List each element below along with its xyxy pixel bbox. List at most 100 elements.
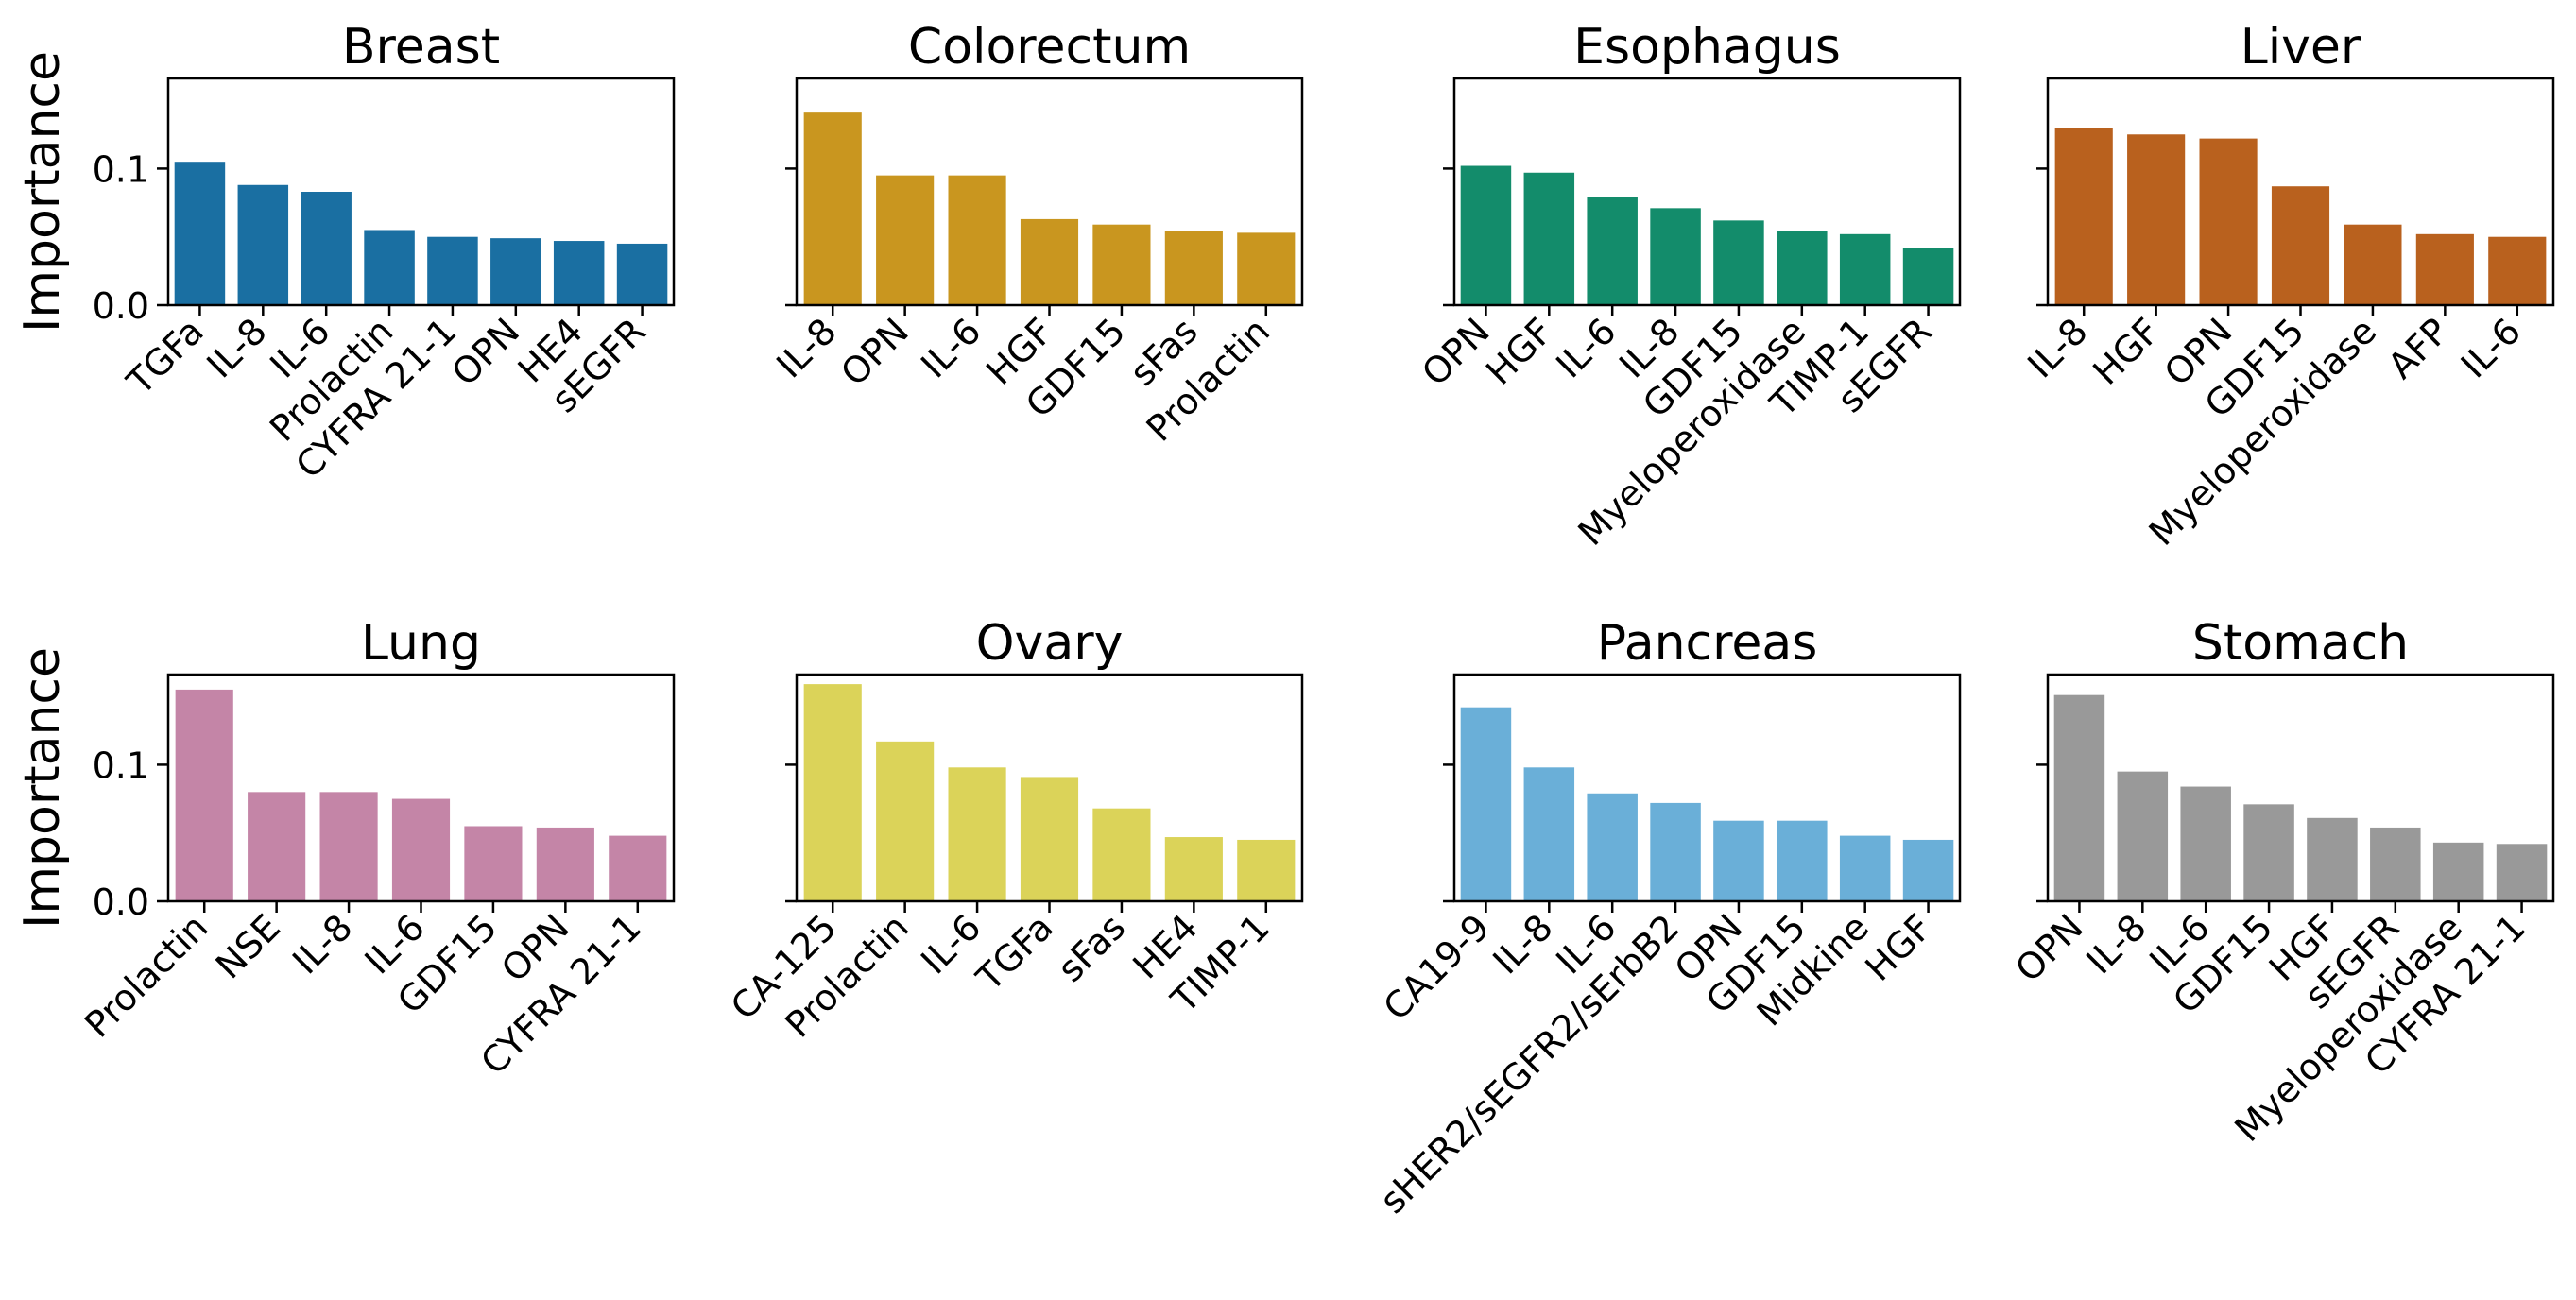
x-tick-label: IL-8 (2019, 310, 2095, 385)
x-tick-label: OPN (2007, 906, 2091, 990)
x-tick-label: sFas (1050, 906, 1134, 990)
chart-panel-liver: LiverIL-8HGFOPNGDF15MyeloperoxidaseAFPIL… (2019, 19, 2555, 554)
axes-frame (2046, 673, 2555, 903)
chart-panel-ovary: OvaryCA-125ProlactinIL-6TGFasFasHE4TIMP-… (723, 615, 1304, 1046)
bar-gdf15 (1777, 820, 1828, 901)
bar-segfr (616, 243, 668, 305)
bar-il-6 (301, 192, 352, 305)
x-tick-label: IL-8 (768, 310, 844, 385)
axes-frame (1452, 77, 1962, 307)
bar-afp (2415, 233, 2474, 305)
bar-hgf (1523, 172, 1575, 305)
bar-il-8 (2117, 771, 2169, 901)
panel-title: Colorectum (908, 19, 1191, 76)
bar-opn (2053, 694, 2105, 901)
bar-gdf15 (1092, 224, 1151, 305)
bar-gdf15 (1713, 220, 1764, 305)
bar-sfas (1164, 231, 1223, 305)
bar-he4 (553, 241, 605, 305)
bar-opn (876, 175, 935, 305)
x-tick-label: AFP (2380, 310, 2457, 386)
bar-prolactin (1237, 232, 1296, 305)
bar-myeloperoxidase (2432, 842, 2484, 901)
x-tick-label: HGF (1478, 310, 1561, 393)
x-tick-label: OPN (444, 310, 528, 394)
bar-prolactin (175, 689, 233, 901)
bar-gdf15 (2271, 186, 2330, 305)
bar-he4 (1164, 837, 1223, 901)
x-tick-label: CA19-9 (1376, 906, 1498, 1028)
bar-tgfa (1020, 777, 1079, 901)
x-tick-label: IL-6 (2453, 310, 2529, 385)
panel-title: Stomach (2192, 615, 2409, 672)
bar-sfas (1092, 808, 1151, 901)
x-tick-label: IL-8 (2078, 906, 2154, 982)
bar-opn (1460, 165, 1512, 305)
bar-il-8 (803, 112, 862, 305)
bar-gdf15 (464, 826, 523, 901)
axes-frame (1452, 673, 1962, 903)
bar-opn (2199, 138, 2258, 305)
x-tick-label: IL-8 (198, 310, 274, 385)
bar-gdf15 (2243, 804, 2294, 901)
bar-timp-1 (1839, 233, 1891, 305)
bar-il-6 (2488, 236, 2547, 305)
x-tick-label: OPN (833, 310, 917, 394)
y-tick-label: 0.1 (93, 148, 149, 190)
x-tick-label: Prolactin (77, 906, 215, 1045)
bar-cyfra-21-1 (2496, 844, 2548, 901)
bar-myeloperoxidase (1777, 231, 1828, 305)
bar-il-8 (237, 184, 289, 305)
bar-sher2-segfr2-serbb2 (1650, 802, 1701, 901)
y-axis-label: Importance (14, 647, 71, 929)
y-tick-label: 0.1 (93, 744, 149, 786)
bar-prolactin (364, 230, 415, 305)
bar-il-8 (2054, 128, 2113, 305)
chart-panel-pancreas: PancreasCA19-9IL-8IL-6sHER2/sEGFR2/sErbB… (1372, 615, 1962, 1222)
x-tick-label: IL-8 (284, 906, 360, 982)
x-tick-label: OPN (1414, 310, 1498, 394)
bar-hgf (1902, 839, 1954, 901)
bar-cyfra-21-1 (609, 835, 667, 901)
chart-panel-esophagus: EsophagusOPNHGFIL-6IL-8GDF15Myeloperoxid… (1414, 19, 1962, 554)
chart-panel-colorectum: ColorectumIL-8OPNIL-6HGFGDF15sFasProlact… (768, 19, 1304, 450)
bar-timp-1 (1237, 839, 1296, 901)
bar-il-6 (2180, 786, 2231, 901)
chart-panel-lung: Lung0.00.1ImportanceProlactinNSEIL-8IL-6… (14, 615, 676, 1083)
x-tick-label: IL-8 (1485, 906, 1560, 982)
y-tick-label: 0.0 (93, 881, 149, 923)
bar-il-8 (1523, 767, 1575, 901)
axes-frame (166, 77, 676, 307)
bar-ca19-9 (1460, 707, 1512, 901)
bar-il-8 (1650, 208, 1701, 305)
bar-prolactin (876, 741, 935, 901)
bar-hgf (1020, 218, 1079, 305)
bar-il-6 (1587, 793, 1638, 901)
bar-cyfra-21-1 (427, 236, 478, 305)
x-tick-label: HGF (2085, 310, 2168, 393)
bar-hgf (2127, 134, 2186, 305)
bar-opn (490, 238, 541, 305)
x-tick-label: HGF (1857, 906, 1940, 989)
bar-il-6 (1587, 197, 1638, 305)
bar-il-6 (391, 798, 451, 901)
bar-tgfa (174, 162, 226, 305)
panel-title: Ovary (976, 615, 1124, 672)
panel-title: Esophagus (1573, 19, 1841, 76)
panel-title: Breast (342, 19, 500, 76)
bar-ca-125 (803, 684, 862, 901)
x-tick-label: NSE (208, 906, 288, 986)
bar-opn (1713, 820, 1764, 901)
bar-il-6 (948, 767, 1006, 901)
bar-hgf (2307, 817, 2358, 901)
bar-nse (248, 792, 306, 901)
x-tick-label: IL-6 (913, 310, 988, 385)
panel-title: Pancreas (1597, 615, 1818, 672)
panel-title: Liver (2241, 19, 2361, 76)
y-axis-label: Importance (14, 51, 71, 333)
chart-panel-breast: Breast0.00.1ImportanceTGFaIL-8IL-6Prolac… (14, 19, 676, 487)
y-tick-label: 0.0 (93, 285, 149, 327)
x-tick-label: TGFa (968, 906, 1061, 1000)
bar-opn (536, 827, 594, 901)
